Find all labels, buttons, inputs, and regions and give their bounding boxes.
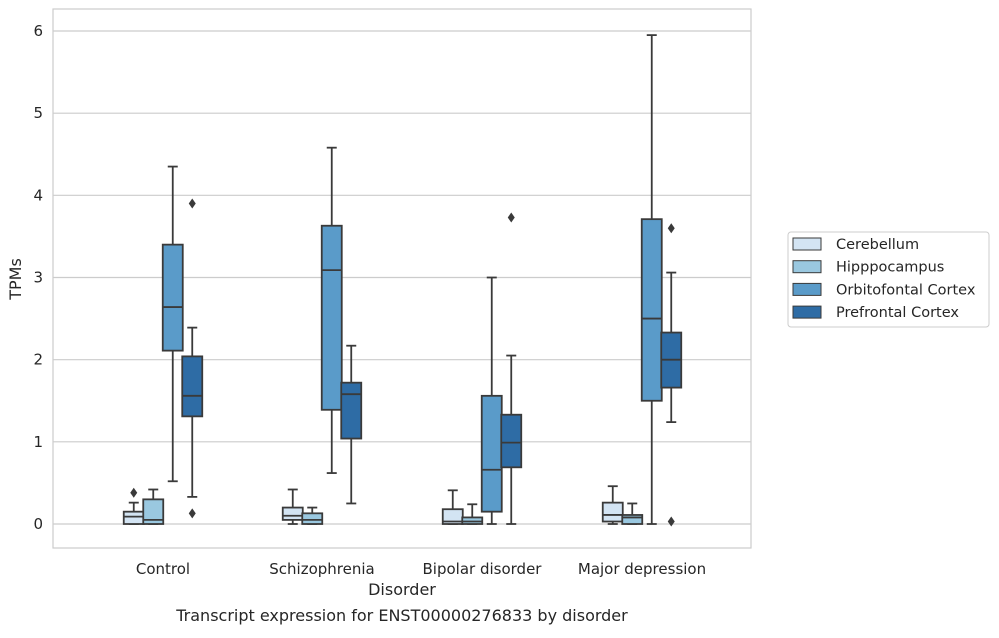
box-plot-element — [480, 276, 503, 525]
legend-label: Prefrontal Cortex — [836, 305, 959, 321]
box-plot-element — [441, 489, 464, 525]
box-iqr — [122, 510, 145, 525]
y-tick-label: 6 — [33, 22, 43, 40]
x-tick-label: Bipolar disorder — [423, 560, 543, 578]
legend: Cerebellum Hipppocampus Orbitofontal Corte… — [787, 231, 990, 328]
y-axis-ticks: 0 1 2 3 4 5 6 — [33, 22, 43, 533]
box-iqr — [640, 218, 663, 402]
box-iqr — [601, 501, 624, 523]
box-plot-element — [461, 503, 484, 525]
y-tick-label: 3 — [33, 269, 43, 287]
series-group — [161, 34, 663, 525]
chart-caption: Transcript expression for ENST0000027683… — [175, 606, 628, 625]
y-tick-label: 0 — [33, 515, 43, 533]
box-iqr — [281, 506, 304, 521]
series-group — [142, 488, 644, 525]
legend-swatch — [792, 305, 822, 319]
x-axis-ticks: Control Schizophrenia Bipolar disorder Majo… — [136, 560, 706, 578]
box-plot-element — [340, 344, 363, 505]
box-iqr — [301, 512, 324, 525]
x-tick-label: Schizophrenia — [269, 560, 374, 578]
outlier-marker — [667, 223, 675, 234]
box-iqr — [161, 243, 184, 352]
box-plot-element — [660, 223, 683, 527]
box-plot-element — [621, 502, 644, 525]
y-tick-label: 4 — [33, 186, 43, 204]
y-tick-label: 1 — [33, 433, 43, 451]
legend-items: Cerebellum Hipppocampus Orbitofontal Corte… — [792, 237, 976, 321]
box-plot-element — [601, 485, 624, 525]
legend-frame — [787, 231, 990, 328]
legend-swatch — [792, 260, 822, 274]
box-iqr — [340, 381, 363, 440]
legend-label: Orbitofontal Cortex — [836, 282, 976, 298]
box-iqr — [621, 514, 644, 525]
box-iqr — [480, 394, 503, 513]
outlier-marker — [188, 508, 196, 519]
legend-swatch — [792, 282, 822, 296]
outlier-marker — [188, 198, 196, 209]
box-iqr — [500, 413, 523, 469]
x-tick-label: Major depression — [578, 560, 706, 578]
y-tick-label: 5 — [33, 104, 43, 122]
legend-label: Hipppocampus — [836, 260, 944, 276]
box-iqr — [320, 224, 343, 411]
series-group — [181, 198, 683, 527]
box-plot-element — [640, 34, 663, 525]
box-plot-element — [161, 165, 184, 483]
box-plot-element — [320, 146, 343, 474]
x-axis-label: Disorder — [368, 580, 436, 599]
x-tick-label: Control — [136, 560, 190, 578]
box-iqr — [142, 498, 165, 525]
outlier-marker — [507, 212, 515, 223]
y-axis-label: TPMs — [6, 258, 25, 301]
box-plot-element — [301, 506, 324, 525]
box-plot-element — [181, 198, 204, 519]
outlier-marker — [130, 487, 138, 498]
box-plot-element — [142, 488, 165, 525]
legend-swatch — [792, 237, 822, 251]
y-tick-label: 2 — [33, 351, 43, 369]
box-iqr — [181, 355, 204, 418]
box-plot-element — [500, 212, 523, 525]
outlier-marker — [667, 516, 675, 527]
box-series — [122, 34, 683, 527]
series-group — [122, 485, 624, 525]
legend-label: Cerebellum — [836, 237, 919, 253]
